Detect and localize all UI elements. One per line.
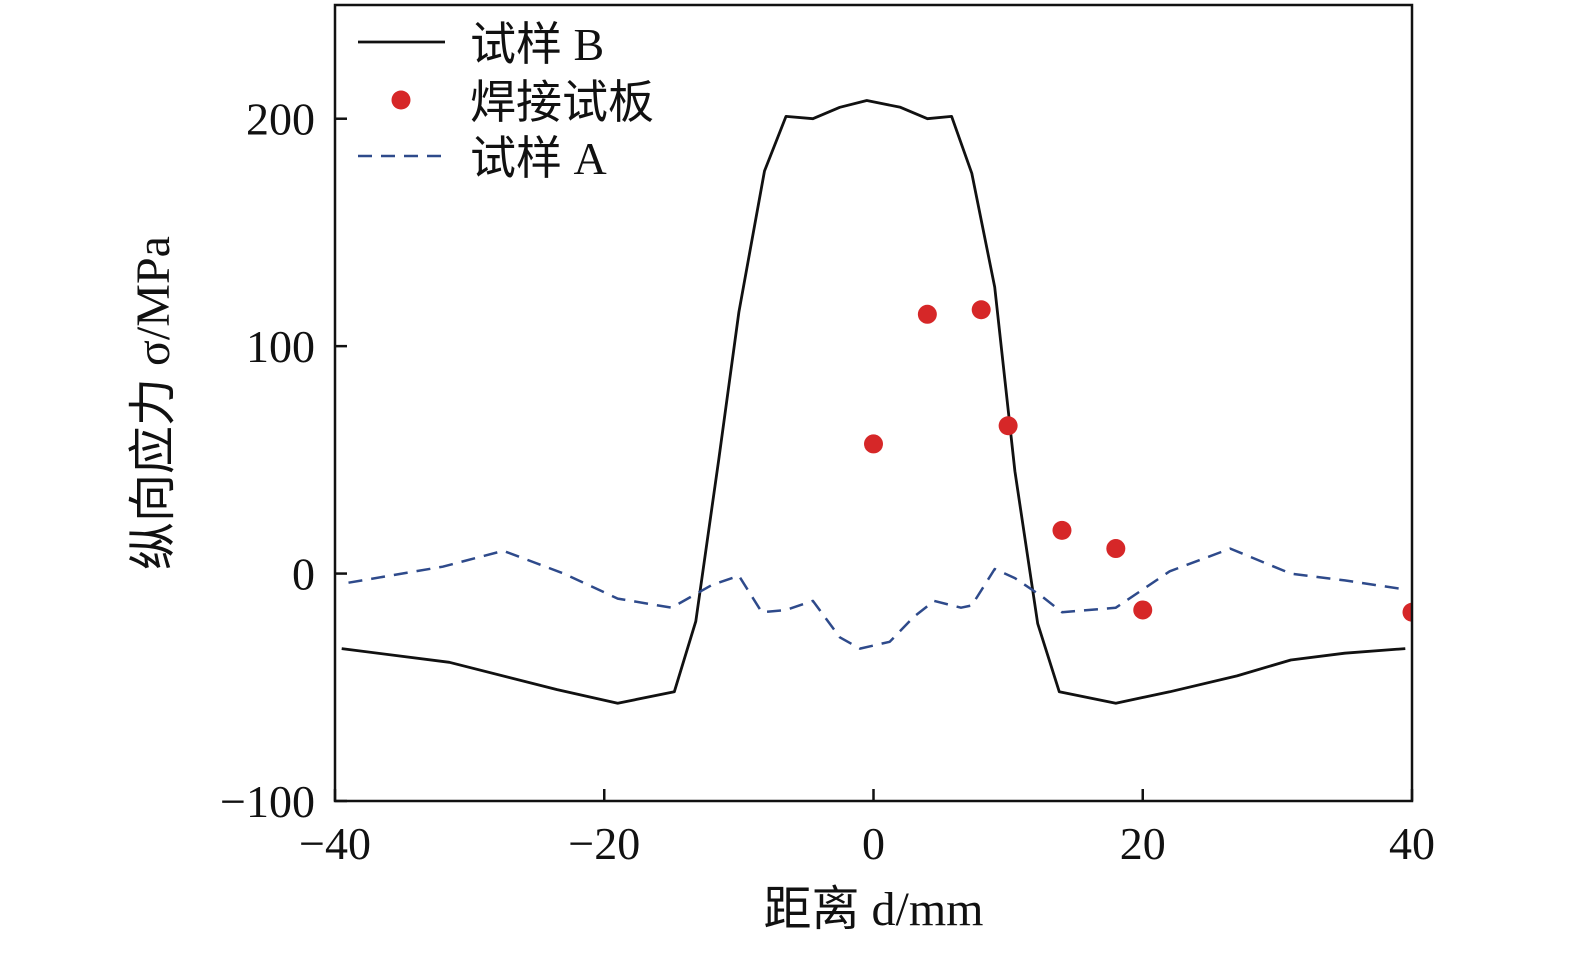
y-tick-label: 0 xyxy=(292,549,315,600)
data-point xyxy=(917,304,937,324)
x-tick-label: 40 xyxy=(1389,818,1435,869)
y-tick-label: 200 xyxy=(246,94,315,145)
legend-label: 试样 A xyxy=(470,133,607,184)
series-line-2 xyxy=(348,547,1406,650)
y-tick-label: −100 xyxy=(220,776,315,827)
series-line-0 xyxy=(341,99,1406,705)
x-tick-label: −40 xyxy=(299,818,371,869)
legend-swatch xyxy=(391,90,411,110)
y-tick-label: 100 xyxy=(246,321,315,372)
data-point xyxy=(1106,539,1126,559)
data-point xyxy=(1402,602,1412,622)
data-point xyxy=(998,416,1018,436)
data-point xyxy=(1052,520,1072,540)
x-tick-label: 20 xyxy=(1120,818,1166,869)
axis-ticks xyxy=(333,117,1414,803)
x-tick-label: −20 xyxy=(568,818,640,869)
legend-label: 焊接试板 xyxy=(470,77,654,128)
y-axis-title: 纵向应力 σ/MPa xyxy=(127,236,180,570)
axis-tick-labels: −40 −20 0 20 40 −100 0 100 200 xyxy=(220,94,1435,869)
data-point xyxy=(864,434,883,454)
data-point xyxy=(1133,600,1153,620)
plot-area xyxy=(341,99,1412,705)
data-point xyxy=(971,300,991,320)
x-axis-title: 距离 d/mm xyxy=(763,883,983,936)
legend-label: 试样 B xyxy=(470,19,604,70)
x-tick-label: 0 xyxy=(862,818,885,869)
